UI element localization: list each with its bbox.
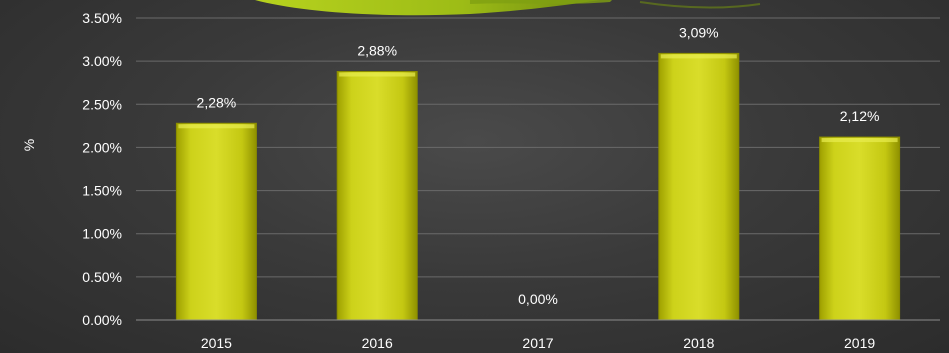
- data-label-2017: 0,00%: [518, 291, 558, 307]
- data-label-2015: 2,28%: [197, 94, 237, 110]
- data-label-2018: 3,09%: [679, 24, 719, 40]
- decorative-swoosh: [255, 0, 761, 16]
- data-label-2016: 2,88%: [357, 42, 397, 58]
- y-tick-label: 3.50%: [82, 10, 122, 26]
- x-tick-label-2017: 2017: [522, 335, 553, 351]
- x-axis-ticks: 2015 2016 2017 2018 2019: [201, 335, 876, 351]
- bar-2019: [819, 136, 901, 321]
- bar-2015: [175, 122, 257, 321]
- y-tick-label: 1.50%: [82, 183, 122, 199]
- bar-2016: [336, 70, 418, 321]
- x-tick-label-2019: 2019: [844, 335, 875, 351]
- bar-highlight: [821, 138, 898, 143]
- y-tick-label: 2.50%: [82, 96, 122, 112]
- data-label-2019: 2,12%: [840, 108, 880, 124]
- y-tick-label: 0.00%: [82, 312, 122, 328]
- y-tick-label: 1.00%: [82, 226, 122, 242]
- bar-2018: [658, 52, 740, 321]
- gridlines: [136, 17, 940, 321]
- x-tick-label-2018: 2018: [683, 335, 714, 351]
- y-tick-label: 3.00%: [82, 53, 122, 69]
- y-tick-label: 2.00%: [82, 139, 122, 155]
- y-axis-ticks: 0.00% 0.50% 1.00% 1.50% 2.00% 2.50% 3.00% 3.50%: [82, 10, 122, 328]
- y-tick-label: 0.50%: [82, 269, 122, 285]
- x-tick-label-2016: 2016: [362, 335, 393, 351]
- bar-highlight: [660, 54, 737, 59]
- bar-highlight: [339, 72, 416, 77]
- y-axis-label: %: [21, 139, 37, 151]
- bar-highlight: [178, 124, 255, 129]
- x-tick-label-2015: 2015: [201, 335, 232, 351]
- data-labels: 2,28% 2,88% 0,00% 3,09% 2,12%: [197, 24, 880, 307]
- bars: [175, 52, 901, 321]
